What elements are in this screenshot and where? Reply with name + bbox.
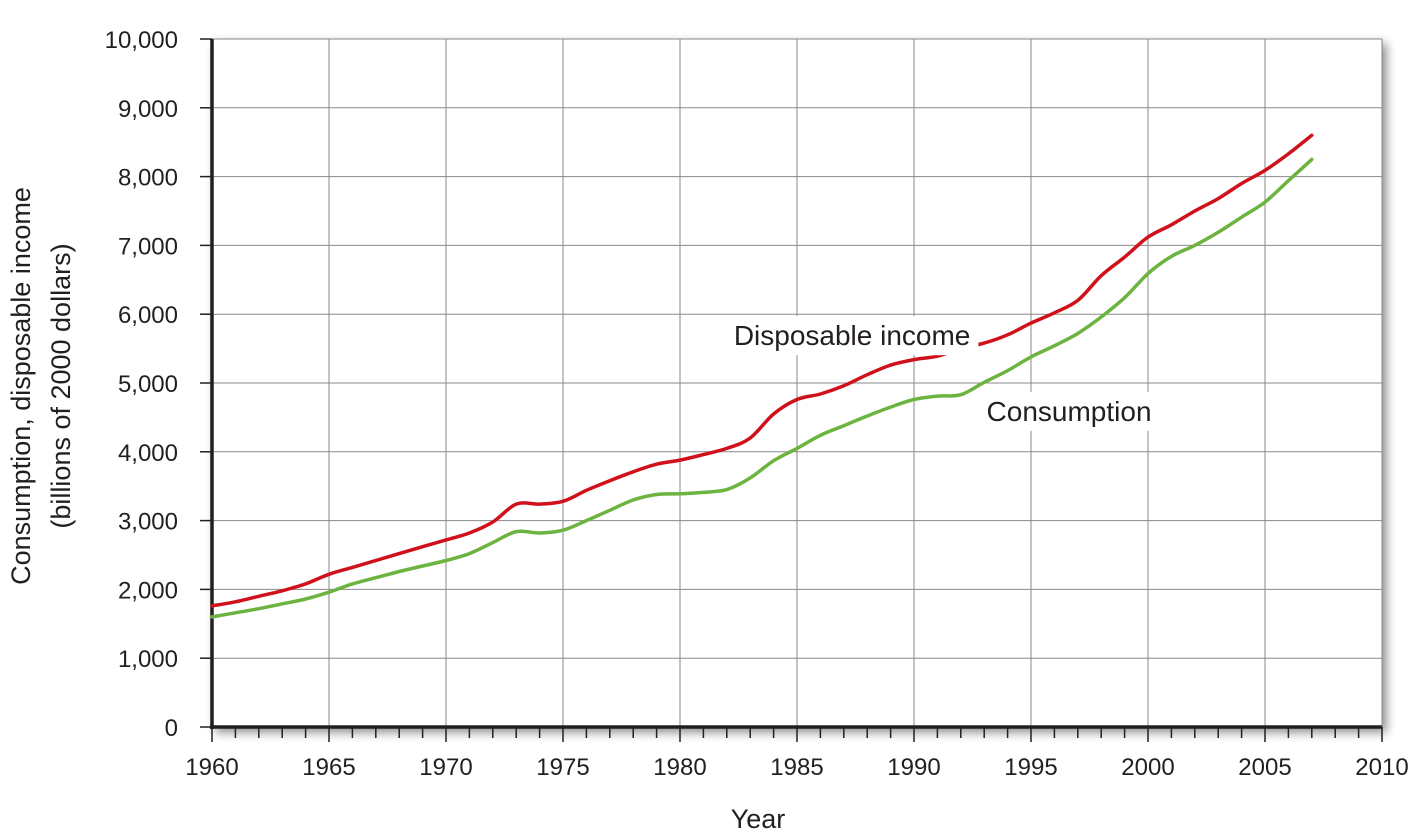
- annotation-label: Disposable income: [734, 320, 971, 351]
- y-tick-label: 10,000: [105, 27, 178, 54]
- x-tick-label: 1975: [536, 754, 589, 781]
- y-tick-label: 7,000: [118, 233, 178, 260]
- x-tick-label: 2005: [1238, 754, 1291, 781]
- y-tick-label: 2,000: [118, 577, 178, 604]
- series-line-consumption: [210, 157, 1314, 619]
- x-tick-label: 1965: [302, 754, 355, 781]
- series-lines: [210, 133, 1314, 619]
- x-axis-ticks: 1960 1965 1970 1975 1980 1985 1990 1995 2000 2005…: [185, 727, 1409, 781]
- y-tick-label: 8,000: [118, 165, 178, 192]
- x-tick-label: 1985: [770, 754, 823, 781]
- x-tick-label: 1995: [1004, 754, 1057, 781]
- y-tick-label: 0: [165, 715, 178, 742]
- y-tick-label: 3,000: [118, 509, 178, 536]
- annotation-background: [978, 391, 1160, 431]
- x-tick-label: 2000: [1121, 754, 1174, 781]
- axes: [210, 39, 1382, 729]
- series-line-disposable-income: [210, 133, 1314, 608]
- annotation-background: [725, 316, 979, 356]
- y-tick-label: 6,000: [118, 302, 178, 329]
- x-tick-label: 1970: [419, 754, 472, 781]
- x-axis-title: Year: [731, 804, 786, 834]
- x-tick-label: 1990: [887, 754, 940, 781]
- y-axis-title-line2: (billions of 2000 dollars): [46, 243, 76, 528]
- y-tick-label: 4,000: [118, 440, 178, 467]
- y-tick-label: 1,000: [118, 646, 178, 673]
- y-axis-ticks: 0 1,000 2,000 3,000 4,000 5,000 6,000 7,000 8,00…: [105, 27, 212, 742]
- y-tick-label: 5,000: [118, 371, 178, 398]
- annotation-label: Consumption: [987, 396, 1152, 427]
- y-tick-label: 9,000: [118, 96, 178, 123]
- y-axis-title-line1: Consumption, disposable income: [6, 187, 36, 585]
- annotations: Disposable income Consumption: [725, 316, 1160, 431]
- x-tick-label: 1980: [653, 754, 706, 781]
- grid-lines: [212, 38, 1383, 727]
- x-tick-label: 2010: [1355, 754, 1408, 781]
- x-tick-label: 1960: [185, 754, 238, 781]
